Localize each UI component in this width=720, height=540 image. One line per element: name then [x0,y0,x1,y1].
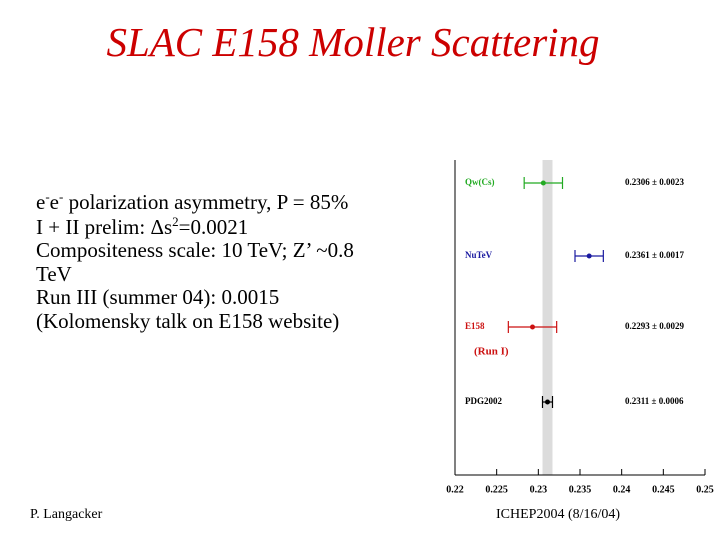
value-label: 0.2293 ± 0.0029 [625,321,684,331]
text-run: e [36,190,46,214]
body-line: I + II prelim: Δs2=0.0021 [36,213,388,240]
x-tick-label: 0.235 [569,484,592,495]
footer-right: ICHEP2004 (8/16/04) [496,507,621,522]
text-run: (Kolomensky talk on E158 website) [36,308,340,333]
x-tick-label: 0.245 [652,484,675,495]
x-tick-label: 0.24 [613,484,631,495]
text-run: =0.0021 [178,214,249,239]
footer-left: P. Langacker [30,507,103,522]
point [545,399,550,405]
body-text: e-e- polarization asymmetry, P = 85% I + … [36,189,388,334]
reference-band [542,160,553,475]
value-label: 0.2311 ± 0.0006 [625,396,684,406]
body-line: Compositeness scale: 10 TeV; Z’ ~0.8 TeV [36,238,388,286]
point [540,180,546,186]
value-label: 0.2361 ± 0.0017 [625,250,684,260]
category-label: NuTeV [465,250,493,260]
body-line: Run III (summer 04): 0.0015 [36,285,388,310]
superscript: - [45,189,50,204]
text-run: Compositeness scale: 10 TeV; Z’ ~0.8 TeV [36,238,354,286]
category-label: Qw(Cs) [465,177,495,187]
point [586,253,592,259]
text-run: I + II prelim: Δs [36,214,173,239]
body-line: e-e- polarization asymmetry, P = 85% [36,189,388,215]
x-tick-label: 0.25 [696,484,714,495]
text-run: polarization asymmetry, P = 85% [63,190,349,214]
text-run: e [49,190,59,214]
x-tick-label: 0.225 [485,484,508,495]
point [530,324,535,330]
category-label: E158 [465,321,485,331]
text-run: Run III (summer 04): 0.0015 [36,285,280,310]
slide-title: SLAC E158 Moller Scattering [106,19,600,65]
x-tick-label: 0.22 [446,484,464,495]
body-line: (Kolomensky talk on E158 website) [36,308,388,334]
superscript: - [59,189,64,204]
annotation: (Run I) [474,346,509,358]
value-label: 0.2306 ± 0.0023 [625,177,684,187]
category-label: PDG2002 [465,396,502,406]
superscript: 2 [172,213,179,229]
x-tick-label: 0.23 [530,484,548,495]
